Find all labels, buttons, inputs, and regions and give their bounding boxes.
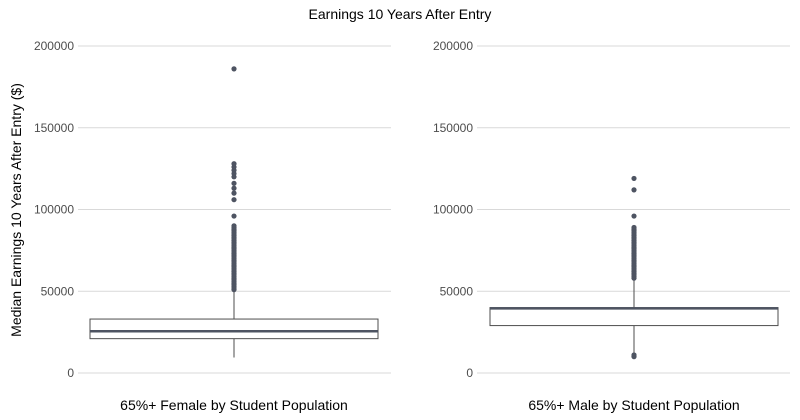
- y-tick-label: 200000: [34, 39, 74, 53]
- y-tick-label: 50000: [41, 284, 75, 298]
- y-tick-label: 50000: [440, 284, 474, 298]
- outlier-point: [631, 352, 637, 358]
- panel-male: 0 50000 100000 150000 200000 65%+ Male by Stu…: [433, 39, 790, 413]
- outlier-point: [231, 197, 237, 203]
- outlier-point: [231, 180, 237, 186]
- chart-title: Earnings 10 Years After Entry: [309, 6, 492, 22]
- y-tick-label: 100000: [433, 203, 473, 217]
- y-tick-label: 100000: [34, 203, 74, 217]
- outlier-point: [231, 161, 237, 167]
- outlier-point: [631, 213, 637, 219]
- y-tick-label: 200000: [433, 39, 473, 53]
- x-category-label: 65%+ Male by Student Population: [528, 397, 739, 413]
- outlier-point: [631, 187, 637, 193]
- y-tick-label: 150000: [433, 121, 473, 135]
- outlier-point: [631, 224, 637, 231]
- box: [89, 318, 379, 340]
- outlier-point: [631, 175, 637, 182]
- y-tick-label: 150000: [34, 121, 74, 135]
- y-tick-label: 0: [466, 366, 473, 380]
- outlier-point: [231, 213, 237, 219]
- x-category-label: 65%+ Female by Student Population: [120, 397, 348, 413]
- y-axis-label: Median Earnings 10 Years After Entry ($): [8, 83, 24, 337]
- box: [489, 307, 779, 327]
- outlier-point: [231, 190, 237, 196]
- y-tick-label: 0: [67, 366, 74, 380]
- outlier-point: [231, 223, 237, 229]
- outlier-point: [231, 66, 237, 72]
- panel-female: 0 50000 100000 150000 200000 65%+ Female by S…: [34, 39, 391, 413]
- outlier-point: [231, 185, 237, 191]
